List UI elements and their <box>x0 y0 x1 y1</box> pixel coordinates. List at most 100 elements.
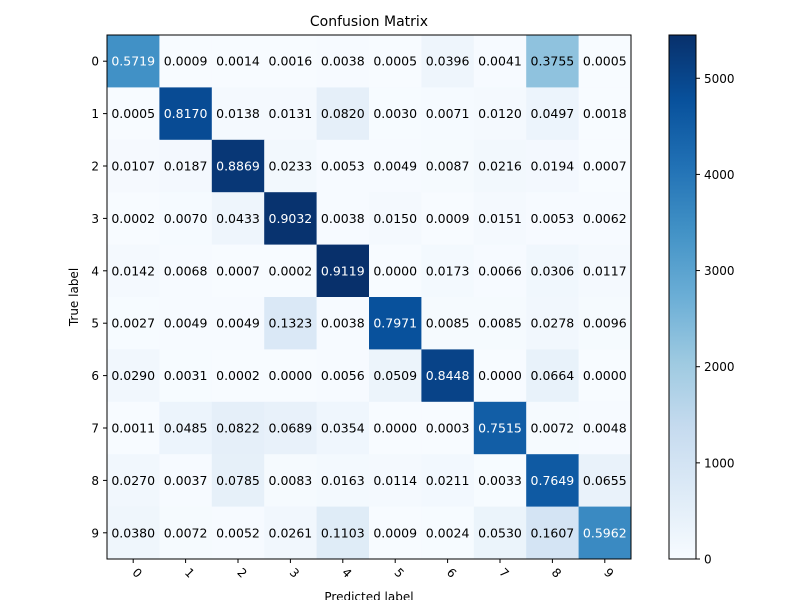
cell-value-label: 0.8448 <box>426 368 470 383</box>
plot-frame <box>106 34 632 560</box>
heatmap-cell <box>578 244 632 298</box>
heatmap-cell <box>526 139 580 193</box>
heatmap-cell <box>107 35 160 88</box>
cell-value-label: 0.0049 <box>216 316 260 331</box>
cell-value-label: 0.5962 <box>583 525 627 540</box>
heatmap-cell <box>369 139 422 193</box>
cell-value-label: 0.0007 <box>583 159 627 174</box>
heatmap-cell <box>421 192 475 246</box>
cell-value-label: 0.0270 <box>111 473 155 488</box>
heatmap-cell <box>159 506 213 560</box>
heatmap-cell <box>473 401 527 455</box>
heatmap-cell <box>211 87 265 141</box>
cell-value-label: 0.0151 <box>478 211 522 226</box>
cell-value-label: 0.0433 <box>216 211 260 226</box>
y-axis-label: True label <box>67 268 81 327</box>
cell-value-label: 0.0000 <box>583 368 627 383</box>
cell-value-label: 0.0096 <box>583 316 627 331</box>
heatmap-cell <box>316 401 370 455</box>
cell-value-label: 0.0117 <box>583 263 627 278</box>
cell-value-label: 0.0002 <box>111 211 155 226</box>
y-tick-label: 5 <box>91 317 99 331</box>
cell-value-label: 0.0030 <box>373 106 417 121</box>
heatmap-cell <box>578 297 632 350</box>
cell-value-label: 0.0048 <box>583 421 627 436</box>
heatmap-cell <box>316 139 370 193</box>
heatmap-cell <box>159 139 213 193</box>
cell-value-label: 0.0070 <box>164 211 208 226</box>
x-tick-label: 6 <box>444 565 459 580</box>
colorbar-tick-label: 5000 <box>704 72 735 86</box>
heatmap-cell <box>369 297 422 350</box>
cell-value-label: 0.0005 <box>583 54 627 69</box>
heatmap-cell <box>264 244 318 298</box>
heatmap-cell <box>421 297 475 350</box>
heatmap-cell <box>526 401 580 455</box>
colorbar <box>668 34 697 560</box>
cell-value-label: 0.0211 <box>426 473 470 488</box>
cell-value-label: 0.0024 <box>426 525 470 540</box>
cell-value-label: 0.0005 <box>111 106 155 121</box>
heatmap-cell <box>211 297 265 350</box>
heatmap-cell <box>316 349 370 403</box>
heatmap-cell <box>264 506 318 560</box>
cell-value-label: 0.0072 <box>164 525 208 540</box>
heatmap-cell <box>526 506 580 560</box>
heatmap-cell <box>526 244 580 298</box>
heatmap-cell <box>159 297 213 350</box>
y-tick-label: 0 <box>91 55 99 69</box>
cell-value-label: 0.7649 <box>531 473 575 488</box>
colorbar-ticks: 0 1000 2000 3000 4000 5000 <box>696 72 735 567</box>
x-axis-ticks: 0 1 2 3 4 5 6 7 8 9 <box>130 559 616 581</box>
heatmap-cell <box>264 139 318 193</box>
cell-value-label: 0.0380 <box>111 525 155 540</box>
heatmap-cell <box>211 192 265 246</box>
heatmap-cell <box>159 454 213 508</box>
heatmap-cell <box>473 139 527 193</box>
x-tick-label: 2 <box>234 565 249 580</box>
x-tick-label: 0 <box>130 565 145 580</box>
heatmap-cell <box>578 506 632 560</box>
chart-title: Confusion Matrix <box>310 14 428 30</box>
colorbar-tick-label: 4000 <box>704 168 735 182</box>
heatmap-cell <box>369 192 422 246</box>
colorbar-tick-label: 3000 <box>704 264 735 278</box>
x-tick-label: 3 <box>287 565 302 580</box>
x-tick-label: 5 <box>392 565 407 580</box>
cell-value-label: 0.0530 <box>478 525 522 540</box>
cell-value-label: 0.0018 <box>583 106 627 121</box>
cell-value-label: 0.0038 <box>321 211 365 226</box>
heatmap-cell <box>526 35 580 88</box>
cell-value-label: 0.0194 <box>531 159 575 174</box>
y-tick-label: 1 <box>91 107 99 121</box>
heatmap-cell <box>421 35 475 88</box>
cell-value-label: 0.8170 <box>164 106 208 121</box>
cell-value-label: 0.7515 <box>478 421 522 436</box>
cell-value-label: 0.0785 <box>216 473 260 488</box>
cell-value-label: 0.0056 <box>321 368 365 383</box>
heatmap-cell <box>107 349 160 403</box>
heatmap-cell <box>264 454 318 508</box>
cell-value-label: 0.0009 <box>426 211 470 226</box>
cell-value-label: 0.5719 <box>111 54 155 69</box>
heatmap-cell <box>159 401 213 455</box>
cell-value-label: 0.0041 <box>478 54 522 69</box>
heatmap-cell <box>526 297 580 350</box>
cell-value-label: 0.0027 <box>111 316 155 331</box>
heatmap-cell <box>421 401 475 455</box>
cell-value-label: 0.0083 <box>269 473 313 488</box>
heatmap-cell <box>316 35 370 88</box>
heatmap-cell <box>473 87 527 141</box>
y-tick-label: 2 <box>91 160 99 174</box>
cell-value-label: 0.0002 <box>216 368 260 383</box>
cell-value-label: 0.0278 <box>531 316 575 331</box>
heatmap-cell <box>211 401 265 455</box>
heatmap-cell <box>473 192 527 246</box>
cell-value-label: 0.7971 <box>373 316 417 331</box>
heatmap-cell <box>211 454 265 508</box>
heatmap-cell <box>107 454 160 508</box>
cell-value-label: 0.0187 <box>164 159 208 174</box>
heatmap-cell <box>578 349 632 403</box>
y-tick-label: 6 <box>91 369 99 383</box>
